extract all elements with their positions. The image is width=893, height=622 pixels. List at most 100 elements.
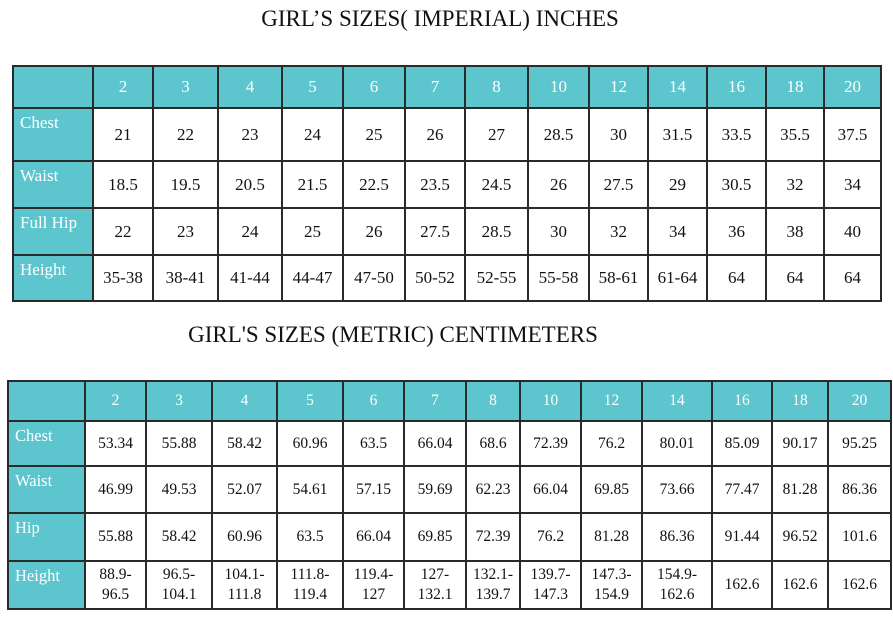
row-label: Height [7, 560, 86, 610]
metric-table: 2 3 4 5 6 7 8 10 12 14 16 18 20 Chest 53.34 55.88 58.42 6… [7, 380, 892, 610]
value-cell: 52-55 [464, 254, 529, 302]
measure-row: Height 35-38 38-41 41-44 44-47 47-50 50-52 52-5… [12, 254, 882, 302]
value-cell: 36 [706, 207, 767, 256]
value-cell: 104.1- 111.8 [211, 560, 278, 610]
row-label: Waist [7, 465, 86, 514]
value-cell: 162.6 [771, 560, 829, 610]
size-header: 20 [823, 65, 882, 109]
value-cell: 66.04 [519, 465, 582, 514]
size-header: 6 [342, 65, 406, 109]
value-cell: 81.28 [580, 512, 643, 562]
size-header: 12 [580, 380, 643, 422]
value-cell: 32 [588, 207, 649, 256]
corner-cell [12, 65, 94, 109]
size-header: 8 [465, 380, 521, 422]
size-header: 6 [342, 380, 405, 422]
row-label: Full Hip [12, 207, 94, 256]
size-header: 18 [771, 380, 829, 422]
row-label: Waist [12, 160, 94, 209]
value-cell: 33.5 [706, 107, 767, 162]
value-cell: 23.5 [404, 160, 466, 209]
size-header: 14 [647, 65, 708, 109]
row-label: Height [12, 254, 94, 302]
value-cell: 90.17 [771, 420, 829, 467]
value-cell: 162.6 [711, 560, 773, 610]
corner-cell [7, 380, 86, 422]
value-cell: 38-41 [152, 254, 219, 302]
measure-row: Waist 18.5 19.5 20.5 21.5 22.5 23.5 24.5 26 27.5 2… [12, 160, 882, 209]
size-header: 10 [519, 380, 582, 422]
value-cell: 26 [342, 207, 406, 256]
value-cell: 29 [647, 160, 708, 209]
value-cell: 162.6 [827, 560, 892, 610]
value-cell: 44-47 [281, 254, 344, 302]
value-cell: 22 [92, 207, 154, 256]
value-cell: 20.5 [217, 160, 283, 209]
value-cell: 85.09 [711, 420, 773, 467]
value-cell: 66.04 [403, 420, 467, 467]
value-cell: 24.5 [464, 160, 529, 209]
value-cell: 72.39 [465, 512, 521, 562]
value-cell: 35.5 [765, 107, 825, 162]
value-cell: 119.4- 127 [342, 560, 405, 610]
value-cell: 60.96 [276, 420, 344, 467]
value-cell: 26 [527, 160, 590, 209]
value-cell: 58-61 [588, 254, 649, 302]
value-cell: 54.61 [276, 465, 344, 514]
value-cell: 64 [706, 254, 767, 302]
value-cell: 62.23 [465, 465, 521, 514]
size-header: 4 [211, 380, 278, 422]
value-cell: 63.5 [276, 512, 344, 562]
value-cell: 22 [152, 107, 219, 162]
value-cell: 58.42 [211, 420, 278, 467]
value-cell: 37.5 [823, 107, 882, 162]
value-cell: 86.36 [827, 465, 892, 514]
imperial-title: GIRL’S SIZES( IMPERIAL) INCHES [261, 6, 619, 31]
value-cell: 34 [823, 160, 882, 209]
value-cell: 59.69 [403, 465, 467, 514]
size-header: 4 [217, 65, 283, 109]
size-header: 12 [588, 65, 649, 109]
size-header: 5 [276, 380, 344, 422]
measure-row: Full Hip 22 23 24 25 26 27.5 28.5 30 32 34 36 38 40 [12, 207, 882, 256]
value-cell: 23 [217, 107, 283, 162]
value-cell: 30 [588, 107, 649, 162]
value-cell: 127- 132.1 [403, 560, 467, 610]
size-header: 16 [706, 65, 767, 109]
value-cell: 28.5 [464, 207, 529, 256]
value-cell: 49.53 [145, 465, 213, 514]
value-cell: 46.99 [84, 465, 147, 514]
size-header: 8 [464, 65, 529, 109]
value-cell: 80.01 [641, 420, 713, 467]
value-cell: 91.44 [711, 512, 773, 562]
header-row: 2 3 4 5 6 7 8 10 12 14 16 18 20 [7, 380, 892, 422]
value-cell: 30.5 [706, 160, 767, 209]
value-cell: 64 [765, 254, 825, 302]
value-cell: 96.5- 104.1 [145, 560, 213, 610]
size-header: 16 [711, 380, 773, 422]
value-cell: 77.47 [711, 465, 773, 514]
measure-row: Chest 53.34 55.88 58.42 60.96 63.5 66.04 68.6 72… [7, 420, 892, 467]
value-cell: 47-50 [342, 254, 406, 302]
value-cell: 41-44 [217, 254, 283, 302]
value-cell: 95.25 [827, 420, 892, 467]
size-header: 20 [827, 380, 892, 422]
value-cell: 111.8- 119.4 [276, 560, 344, 610]
value-cell: 88.9- 96.5 [84, 560, 147, 610]
value-cell: 24 [217, 207, 283, 256]
value-cell: 27.5 [588, 160, 649, 209]
size-header: 5 [281, 65, 344, 109]
value-cell: 73.66 [641, 465, 713, 514]
value-cell: 35-38 [92, 254, 154, 302]
value-cell: 86.36 [641, 512, 713, 562]
value-cell: 27 [464, 107, 529, 162]
row-label: Chest [7, 420, 86, 467]
value-cell: 27.5 [404, 207, 466, 256]
value-cell: 68.6 [465, 420, 521, 467]
value-cell: 60.96 [211, 512, 278, 562]
size-header: 14 [641, 380, 713, 422]
value-cell: 52.07 [211, 465, 278, 514]
value-cell: 40 [823, 207, 882, 256]
size-header: 3 [145, 380, 213, 422]
